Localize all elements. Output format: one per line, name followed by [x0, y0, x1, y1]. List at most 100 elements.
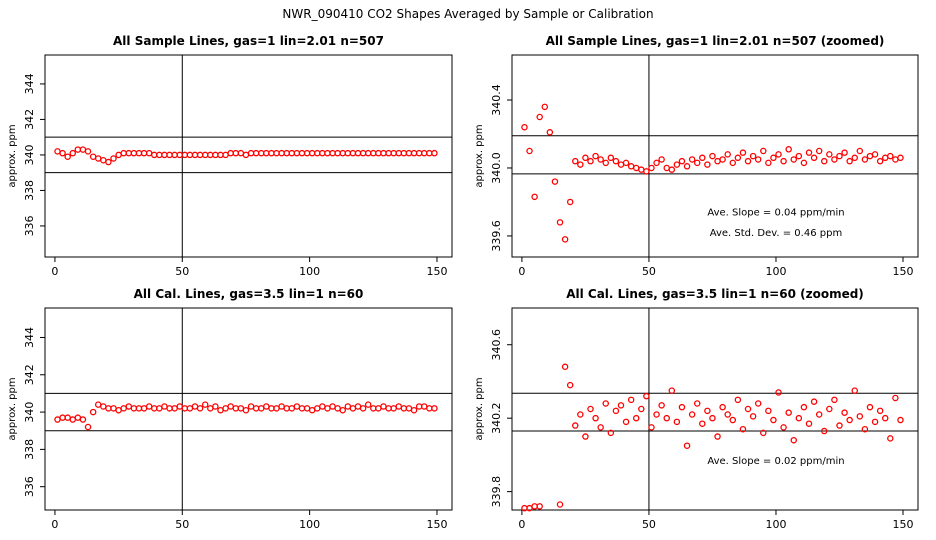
point	[719, 403, 726, 411]
point	[846, 416, 853, 424]
point	[765, 159, 772, 167]
point	[196, 405, 204, 412]
point	[876, 407, 884, 415]
point	[795, 414, 803, 422]
point	[775, 151, 782, 158]
point	[359, 405, 367, 412]
point	[861, 156, 869, 163]
point	[546, 129, 554, 136]
panel-title: All Cal. Lines, gas=3.5 lin=1 n=60 (zoom…	[566, 287, 864, 301]
point	[602, 159, 610, 167]
point	[551, 178, 559, 185]
point	[678, 403, 686, 411]
y-tick-label: 340.0	[490, 152, 503, 184]
point	[754, 400, 762, 407]
point	[683, 163, 691, 170]
point	[668, 387, 676, 394]
point	[831, 156, 838, 163]
point	[663, 414, 670, 422]
point	[556, 501, 564, 508]
point	[790, 156, 798, 163]
point	[673, 418, 681, 426]
y-tick-label: 336	[23, 476, 36, 497]
point	[364, 401, 372, 408]
point	[856, 413, 864, 420]
y-tick-label: 338	[23, 439, 36, 460]
x-tick-label: 0	[518, 265, 525, 278]
point	[805, 420, 813, 427]
point	[688, 411, 696, 418]
x-tick-label: 0	[51, 518, 58, 531]
point	[856, 147, 864, 155]
x-tick-label: 50	[642, 265, 656, 278]
y-tick-label: 340	[23, 402, 36, 423]
annotation: Ave. Slope = 0.02 ppm/min	[707, 456, 844, 467]
point	[622, 159, 630, 167]
x-tick-label: 0	[51, 265, 58, 278]
y-tick-label: 340.2	[490, 402, 503, 434]
point	[887, 152, 894, 160]
x-tick-label: 50	[175, 265, 189, 278]
point	[597, 424, 604, 431]
point	[643, 168, 650, 175]
x-tick-label: 150	[893, 265, 914, 278]
point	[592, 152, 599, 160]
point	[760, 429, 767, 437]
point	[881, 414, 889, 422]
point	[699, 154, 706, 162]
point	[607, 154, 615, 162]
point	[805, 149, 813, 156]
point	[719, 156, 726, 163]
point	[607, 429, 615, 437]
point	[69, 149, 77, 157]
y-tick-label: 338	[23, 180, 36, 201]
point	[876, 157, 884, 165]
point	[617, 402, 625, 409]
point	[59, 149, 66, 157]
plot-frame	[44, 307, 453, 511]
page-title: NWR_090410 CO2 Shapes Averaged by Sample…	[282, 7, 653, 21]
point	[795, 152, 803, 160]
point	[536, 503, 543, 510]
point	[602, 400, 610, 407]
point	[105, 158, 112, 166]
point	[592, 414, 599, 422]
point	[572, 157, 579, 165]
panel-title: All Sample Lines, gas=1 lin=2.01 n=507 (…	[546, 34, 885, 48]
point	[632, 414, 640, 422]
point	[785, 146, 792, 153]
x-tick-label: 50	[175, 518, 189, 531]
point	[775, 389, 782, 396]
point	[790, 436, 798, 444]
point	[815, 411, 823, 418]
point	[84, 148, 92, 155]
point	[734, 154, 742, 162]
point	[744, 405, 752, 413]
point	[734, 396, 742, 404]
point	[693, 159, 701, 167]
point	[410, 406, 418, 414]
point	[79, 416, 87, 423]
point	[861, 425, 869, 433]
point	[693, 400, 701, 407]
point	[64, 153, 71, 160]
point	[587, 157, 594, 165]
point	[577, 161, 584, 168]
panel-title: All Cal. Lines, gas=3.5 lin=1 n=60	[134, 287, 364, 301]
y-tick-label: 340	[23, 144, 36, 165]
point	[831, 396, 838, 404]
point	[892, 394, 899, 402]
point	[561, 236, 569, 243]
point	[648, 424, 655, 431]
point	[729, 416, 737, 424]
point	[673, 161, 681, 168]
point	[587, 405, 594, 413]
point	[744, 157, 752, 165]
point	[810, 154, 818, 162]
y-axis-label: approx. ppm	[7, 124, 18, 187]
point	[714, 433, 721, 440]
point	[201, 401, 209, 408]
plot-frame	[511, 54, 919, 258]
